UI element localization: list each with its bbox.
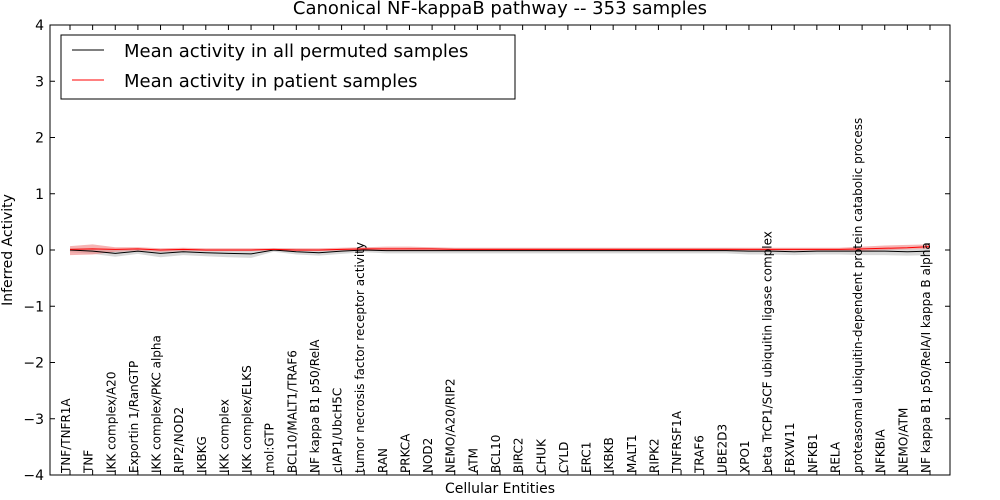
x-tick-label: tumor necrosis factor receptor activity [353,242,367,473]
plot-area: −4 −3 −2 −1 0 1 2 3 4 TNF/TNFR1A TNF IKK complex/A2… [23,18,951,484]
x-tick-label: UBE2D3 [715,424,729,473]
x-tick-label: proteasomal ubiquitin-dependent protein … [851,118,865,473]
x-tick-label: Exportin 1/RanGTP [127,361,141,473]
x-tick-label: TNF [82,450,96,474]
x-tick-label: cIAP1/UbcH5C [331,388,345,473]
x-tick-label: BCL10/MALT1/TRAF6 [285,350,299,473]
x-tick-label: mol:GTP [263,423,277,473]
x-tick-label: beta TrCP1/SCF ubiquitin ligase complex [761,231,775,473]
legend-label-1: Mean activity in all permuted samples [124,41,468,62]
y-tick-label: −3 [23,412,44,428]
x-tick-label: CYLD [557,442,571,473]
legend-label-2: Mean activity in patient samples [124,71,418,92]
legend: Mean activity in all permuted samples Mea… [60,34,516,100]
x-tick-label: IKBKG [195,436,209,473]
x-tick-label: TNF/TNFR1A [59,398,73,474]
y-tick-label: −4 [23,468,44,484]
x-tick-label: BCL10 [489,435,503,473]
x-tick-label: ERC1 [580,442,594,473]
x-axis-label: Cellular Entities [445,481,555,497]
x-tick-label: IKK complex/ELKS [240,365,254,473]
x-tick-label: RELA [828,441,842,473]
x-tick-label: BIRC2 [512,437,526,473]
x-tick-label: TRAF6 [693,435,707,474]
y-tick-label: 1 [35,187,44,203]
y-tick-label: 4 [35,18,44,34]
x-tick-label: NEMO/A20/RIP2 [444,378,458,473]
x-tick-label: NF kappa B1 p50/RelA/I kappa B alpha [919,242,933,473]
x-tick-label: NFKB1 [806,433,820,473]
x-tick-label: NFKBIA [874,428,888,473]
y-axis-label: Inferred Activity [0,194,16,306]
y-tick-label: 0 [35,243,44,259]
x-tick-label: NEMO/ATM [896,408,910,473]
legend-box [60,34,516,100]
x-tick-label: ATM [466,448,480,473]
y-tick-label: 2 [35,131,44,147]
y-tick-label: −2 [23,356,44,372]
series-line-1 [69,249,931,255]
x-tick-label: IKK complex/A20 [104,372,118,473]
x-tick-label: CHUK [534,438,548,473]
chart-title: Canonical NF-kappaB pathway -- 353 sampl… [293,0,707,19]
series-line-2 [69,246,931,251]
x-tick-label: MALT1 [625,434,639,473]
x-tick-label: RAN [376,448,390,473]
y-tick-label: 3 [35,74,44,90]
x-tick-label: PRKCA [398,433,412,473]
x-tick-label: IKK complex [217,399,231,473]
x-tick-label: RIPK2 [647,438,661,473]
x-tick-label: RIP2/NOD2 [172,407,186,473]
x-tick-label: NF kappa B1 p50/RelA [308,339,322,473]
x-tick-label: IKK complex/PKC alpha [150,335,164,473]
x-tick-label: FBXW11 [783,423,797,474]
x-tick-label: NOD2 [421,438,435,473]
x-tick-label: IKBKB [602,437,616,473]
x-tick-label: XPO1 [738,440,752,473]
y-tick-label: −1 [23,299,44,315]
x-tick-label: TNFRSF1A [670,410,684,474]
